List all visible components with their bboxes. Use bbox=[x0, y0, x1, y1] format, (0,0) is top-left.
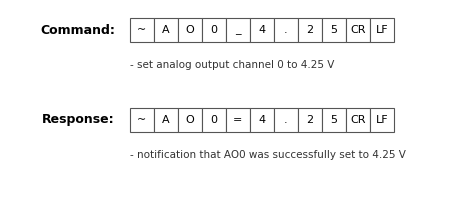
Bar bbox=[130, 18, 154, 42]
Bar bbox=[370, 108, 394, 132]
Bar bbox=[274, 18, 298, 42]
Text: LF: LF bbox=[376, 25, 388, 35]
Bar bbox=[322, 18, 346, 42]
Text: ~: ~ bbox=[137, 25, 146, 35]
Bar bbox=[346, 108, 370, 132]
Text: O: O bbox=[186, 115, 194, 125]
Bar bbox=[178, 108, 202, 132]
Text: CR: CR bbox=[350, 115, 366, 125]
Text: ~: ~ bbox=[137, 115, 146, 125]
Text: .: . bbox=[284, 115, 288, 125]
Bar bbox=[250, 108, 274, 132]
Text: 5: 5 bbox=[330, 115, 337, 125]
Bar bbox=[226, 18, 250, 42]
Text: 5: 5 bbox=[330, 25, 337, 35]
Text: 0: 0 bbox=[210, 25, 218, 35]
Text: - set analog output channel 0 to 4.25 V: - set analog output channel 0 to 4.25 V bbox=[130, 60, 334, 70]
Text: CR: CR bbox=[350, 25, 366, 35]
Text: LF: LF bbox=[376, 115, 388, 125]
Bar bbox=[322, 108, 346, 132]
Text: O: O bbox=[186, 25, 194, 35]
Text: .: . bbox=[284, 25, 288, 35]
Bar bbox=[370, 18, 394, 42]
Bar bbox=[274, 108, 298, 132]
Text: Response:: Response: bbox=[42, 113, 115, 127]
Text: A: A bbox=[162, 25, 170, 35]
Bar bbox=[298, 18, 322, 42]
Bar bbox=[154, 18, 178, 42]
Text: A: A bbox=[162, 115, 170, 125]
Text: _: _ bbox=[235, 25, 241, 35]
Bar bbox=[298, 108, 322, 132]
Text: Command:: Command: bbox=[40, 23, 115, 36]
Bar bbox=[250, 18, 274, 42]
Text: 4: 4 bbox=[258, 25, 265, 35]
Text: - notification that AO0 was successfully set to 4.25 V: - notification that AO0 was successfully… bbox=[130, 150, 406, 160]
Bar bbox=[202, 18, 226, 42]
Bar bbox=[346, 18, 370, 42]
Text: 0: 0 bbox=[210, 115, 218, 125]
Text: 2: 2 bbox=[306, 115, 314, 125]
Bar bbox=[130, 108, 154, 132]
Text: 2: 2 bbox=[306, 25, 314, 35]
Bar bbox=[178, 18, 202, 42]
Bar bbox=[154, 108, 178, 132]
Bar bbox=[202, 108, 226, 132]
Bar bbox=[226, 108, 250, 132]
Text: =: = bbox=[233, 115, 243, 125]
Text: 4: 4 bbox=[258, 115, 265, 125]
